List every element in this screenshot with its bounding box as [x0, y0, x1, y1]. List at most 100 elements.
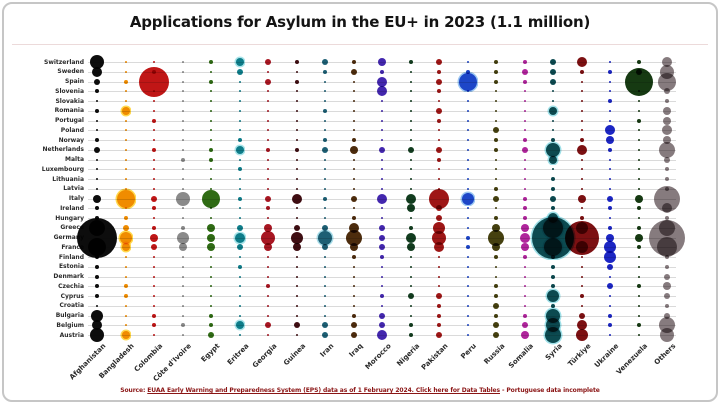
bubble[interactable]: [523, 265, 526, 268]
bubble[interactable]: [267, 158, 269, 161]
bubble[interactable]: [324, 304, 326, 307]
bubble[interactable]: [96, 158, 98, 161]
bubble[interactable]: [94, 146, 100, 153]
bubble[interactable]: [210, 295, 212, 297]
bubble[interactable]: [95, 138, 99, 142]
bubble[interactable]: [637, 217, 640, 219]
bubble[interactable]: [153, 217, 155, 219]
bubble[interactable]: [153, 187, 155, 190]
bubble[interactable]: [351, 255, 356, 259]
bubble[interactable]: [295, 334, 298, 336]
bubble[interactable]: [551, 274, 555, 279]
bubble[interactable]: [210, 100, 212, 102]
bubble[interactable]: [238, 285, 241, 288]
bubble[interactable]: [609, 168, 611, 171]
bubble[interactable]: [181, 168, 184, 171]
bubble[interactable]: [181, 217, 184, 219]
bubble[interactable]: [295, 119, 298, 122]
bubble[interactable]: [605, 125, 615, 136]
bubble[interactable]: [494, 255, 498, 259]
bubble[interactable]: [380, 69, 384, 74]
bubble[interactable]: [181, 314, 184, 317]
bubble[interactable]: [438, 139, 440, 141]
bubble[interactable]: [153, 100, 155, 102]
bubble[interactable]: [324, 100, 326, 102]
bubble[interactable]: [175, 191, 190, 206]
bubble[interactable]: [466, 275, 469, 278]
bubble[interactable]: [238, 334, 241, 336]
bubble[interactable]: [636, 206, 641, 211]
bubble[interactable]: [267, 129, 269, 132]
bubble[interactable]: [550, 68, 556, 75]
bubble[interactable]: [96, 129, 98, 132]
bubble[interactable]: [637, 168, 640, 171]
bubble[interactable]: [580, 187, 583, 190]
bubble[interactable]: [153, 129, 155, 132]
bubble[interactable]: [379, 322, 385, 329]
bubble[interactable]: [352, 285, 355, 288]
bubble[interactable]: [238, 129, 241, 132]
bubble[interactable]: [323, 108, 327, 113]
bubble[interactable]: [124, 61, 127, 63]
bubble[interactable]: [238, 256, 241, 258]
bubble[interactable]: [210, 256, 212, 258]
bubble[interactable]: [238, 304, 241, 307]
bubble[interactable]: [323, 196, 327, 201]
bubble[interactable]: [438, 275, 440, 278]
bubble[interactable]: [124, 256, 127, 258]
bubble[interactable]: [267, 217, 269, 219]
bubble[interactable]: [350, 68, 357, 75]
bubble[interactable]: [152, 323, 156, 328]
bubble[interactable]: [295, 314, 298, 317]
bubble[interactable]: [153, 158, 155, 161]
bubble[interactable]: [124, 90, 127, 93]
bubble[interactable]: [437, 303, 441, 308]
bubble[interactable]: [436, 78, 442, 85]
bubble[interactable]: [436, 107, 442, 114]
bubble[interactable]: [409, 285, 412, 288]
bubble[interactable]: [209, 147, 213, 152]
bubble[interactable]: [95, 294, 99, 298]
bubble[interactable]: [409, 168, 412, 171]
bubble[interactable]: [436, 215, 442, 221]
bubble[interactable]: [637, 314, 640, 317]
bubble[interactable]: [551, 264, 555, 269]
bubble[interactable]: [295, 265, 298, 268]
bubble[interactable]: [345, 229, 362, 246]
bubble[interactable]: [381, 187, 383, 190]
bubble[interactable]: [634, 194, 643, 203]
bubble[interactable]: [238, 100, 241, 102]
bubble[interactable]: [96, 187, 98, 190]
bubble[interactable]: [121, 243, 130, 252]
bubble[interactable]: [523, 304, 526, 307]
bubble[interactable]: [95, 284, 99, 289]
bubble[interactable]: [662, 125, 672, 136]
bubble[interactable]: [466, 129, 469, 132]
bubble[interactable]: [466, 295, 469, 297]
bubble[interactable]: [637, 178, 640, 180]
bubble[interactable]: [124, 70, 127, 73]
bubble[interactable]: [461, 192, 474, 205]
bubble[interactable]: [609, 304, 611, 307]
bubble[interactable]: [209, 157, 213, 162]
bubble[interactable]: [636, 118, 641, 123]
bubble[interactable]: [609, 119, 611, 122]
bubble[interactable]: [265, 322, 271, 329]
bubble[interactable]: [493, 302, 499, 309]
bubble[interactable]: [124, 324, 127, 327]
bubble[interactable]: [408, 333, 413, 337]
bubble[interactable]: [664, 88, 670, 95]
bubble[interactable]: [409, 70, 412, 73]
bubble[interactable]: [267, 187, 269, 190]
bubble[interactable]: [290, 231, 303, 244]
bubble[interactable]: [495, 178, 497, 180]
bubble[interactable]: [381, 275, 383, 278]
bubble[interactable]: [91, 309, 103, 322]
bubble[interactable]: [607, 195, 613, 202]
bubble[interactable]: [580, 256, 583, 258]
bubble[interactable]: [180, 225, 185, 230]
bubble[interactable]: [209, 313, 213, 318]
bubble[interactable]: [607, 283, 613, 290]
bubble[interactable]: [637, 256, 640, 258]
bubble[interactable]: [436, 205, 442, 212]
